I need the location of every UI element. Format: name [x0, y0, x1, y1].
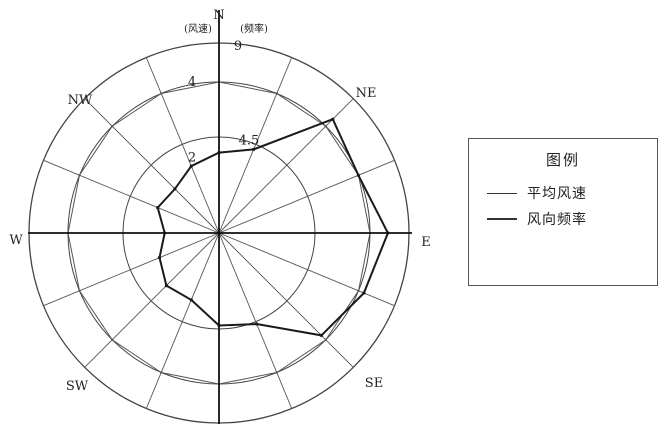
direction-label-ne: NE — [356, 86, 377, 101]
speed-point — [160, 92, 163, 95]
frequency-point — [164, 284, 168, 288]
direction-spoke — [218, 159, 395, 234]
direction-label-se: SE — [365, 376, 383, 391]
speed-point — [160, 371, 163, 374]
direction-spokes — [43, 57, 395, 409]
frequency-point — [252, 147, 256, 151]
direction-spoke — [145, 232, 220, 409]
legend-label-frequency: 风向频率 — [527, 212, 587, 228]
speed-point — [324, 338, 327, 341]
direction-label-n: N — [213, 8, 224, 23]
direction-spoke — [218, 98, 354, 234]
chart-labels: N NE E SE SW W NW (风速) (频率) 2 4 4.5 9 — [9, 8, 430, 394]
speed-point — [275, 371, 278, 374]
direction-spoke — [145, 57, 220, 234]
speed-point — [78, 174, 81, 177]
speed-point — [357, 289, 360, 292]
speed-point — [111, 338, 114, 341]
speed-axis-header: (风速) — [184, 23, 212, 35]
direction-spoke — [84, 98, 220, 234]
direction-label-sw: SW — [66, 379, 89, 394]
legend-item-speed: 平均风速 — [487, 183, 587, 203]
direction-spoke — [218, 57, 293, 234]
direction-spoke — [43, 232, 220, 307]
legend-swatch-frequency — [487, 218, 517, 220]
legend-label-speed: 平均风速 — [527, 186, 587, 202]
frequency-tick-label: 4.5 — [239, 134, 260, 149]
direction-spoke — [84, 232, 220, 368]
speed-tick-label: 4 — [188, 75, 196, 90]
direction-spoke — [218, 232, 293, 409]
frequency-point — [189, 298, 193, 302]
frequency-point — [255, 322, 259, 326]
speed-point — [275, 92, 278, 95]
direction-spoke — [218, 232, 354, 368]
wind-rose-chart: N NE E SE SW W NW (风速) (频率) 2 4 4.5 9 — [9, 8, 431, 424]
frequency-axis-header: (频率) — [240, 22, 268, 35]
legend-swatch-speed — [487, 192, 517, 194]
frequency-tick-label: 9 — [234, 39, 242, 54]
legend-title: 图例 — [545, 151, 580, 169]
speed-tick-label: 2 — [188, 151, 196, 166]
frequency-point — [173, 187, 177, 191]
speed-point — [324, 125, 327, 128]
direction-label-e: E — [421, 235, 431, 250]
frequency-point — [319, 333, 323, 337]
frequency-point — [157, 256, 162, 260]
legend: 图例 平均风速 风向频率 — [468, 138, 658, 286]
direction-label-nw: NW — [68, 93, 93, 108]
frequency-point — [356, 173, 360, 177]
direction-label-w: W — [9, 233, 23, 248]
legend-item-frequency: 风向频率 — [487, 209, 587, 229]
direction-spoke — [43, 159, 220, 234]
main-axes — [28, 10, 412, 424]
frequency-point — [362, 291, 366, 295]
speed-point — [78, 289, 81, 292]
frequency-point — [331, 117, 335, 121]
speed-point — [111, 125, 114, 128]
frequency-point — [156, 206, 160, 210]
frequency-point — [189, 164, 193, 168]
